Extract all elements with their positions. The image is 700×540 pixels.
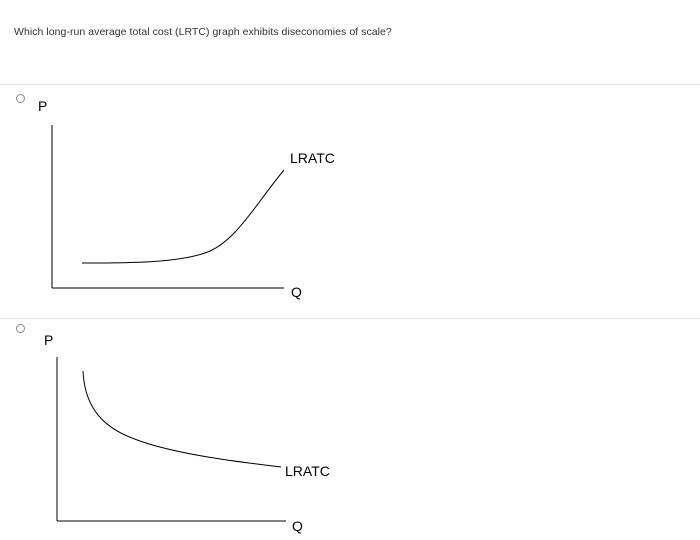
curve-label: LRATC <box>290 150 335 166</box>
divider-top <box>0 84 700 85</box>
x-axis-label: Q <box>291 284 302 300</box>
divider-middle <box>0 318 700 319</box>
answer-option-1[interactable]: P Q LRATC <box>0 85 700 318</box>
graph-option-2: P Q LRATC <box>44 332 330 534</box>
lratc-curve <box>81 169 285 264</box>
radio-button-option-2[interactable] <box>16 324 25 333</box>
x-axis-label: Q <box>292 518 303 534</box>
question-text: Which long-run average total cost (LRTC)… <box>14 26 392 38</box>
answer-option-2[interactable]: P Q LRATC <box>0 319 700 540</box>
y-axis-label: P <box>44 332 53 348</box>
radio-button-option-1[interactable] <box>16 94 25 103</box>
graph-option-1: P Q LRATC <box>38 98 335 300</box>
curve-label: LRATC <box>285 463 330 479</box>
lratc-curve <box>82 370 282 468</box>
y-axis-label: P <box>38 98 47 114</box>
